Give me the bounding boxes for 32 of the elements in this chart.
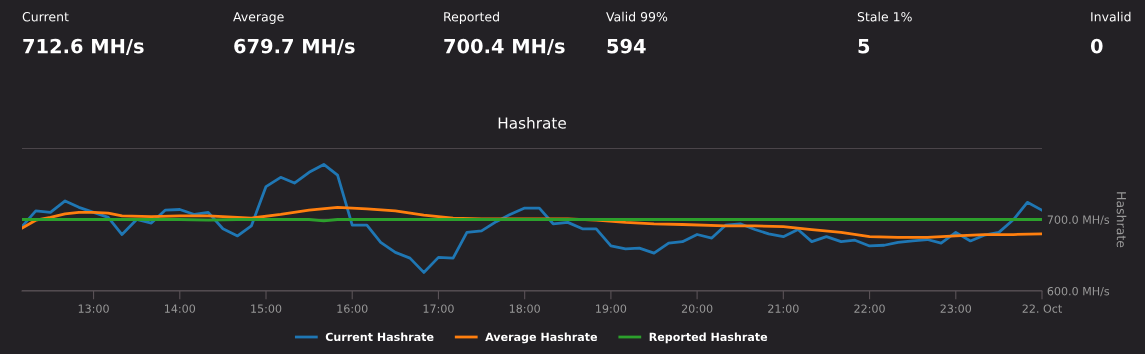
text: Reported [444,11,499,24]
text: Average [233,12,284,24]
text: 594 [607,38,646,54]
x-tick-label: 15:00 [251,304,282,313]
text: Invalid [1091,11,1131,22]
x-tick-label: 18:00 [509,304,540,313]
text: 700.4 MH/s [444,38,565,55]
legend-label: Average Hashrate [485,332,598,344]
x-tick-label: 17:00 [423,304,454,313]
legend-label: Current Hashrate [325,332,434,342]
x-tick-label: 22:00 [854,304,885,313]
x-tick-label: 13:00 [78,304,109,313]
x-tick-label: 19:00 [596,304,627,313]
text: Stale 1% [857,11,912,22]
y2-tick-label: 700.0 MH/s [1047,215,1110,225]
text: 712.6 MH/s [23,38,144,55]
text: Valid 99% [606,11,668,22]
text: 5 [858,38,870,54]
x-tick-label: 20:00 [681,304,713,313]
y2-tick-label: 600.0 MH/s [1047,286,1110,297]
x-tick-label: 23:00 [940,304,972,313]
text: 679.7 MH/s [234,38,355,55]
x-tick-label: 16:00 [337,304,368,313]
line-series [22,163,1042,274]
x-tick-label: 22. Oct [1022,304,1062,313]
text: 0 [1090,38,1103,54]
x-tick-label: 21:00 [768,304,799,313]
chart-title: Hashrate [498,116,566,129]
x-tick-label: 14:00 [165,304,196,313]
y2-axis-title: Hashrate [1116,192,1127,248]
legend-label: Reported Hashrate [649,332,768,344]
text: Current [22,12,69,22]
